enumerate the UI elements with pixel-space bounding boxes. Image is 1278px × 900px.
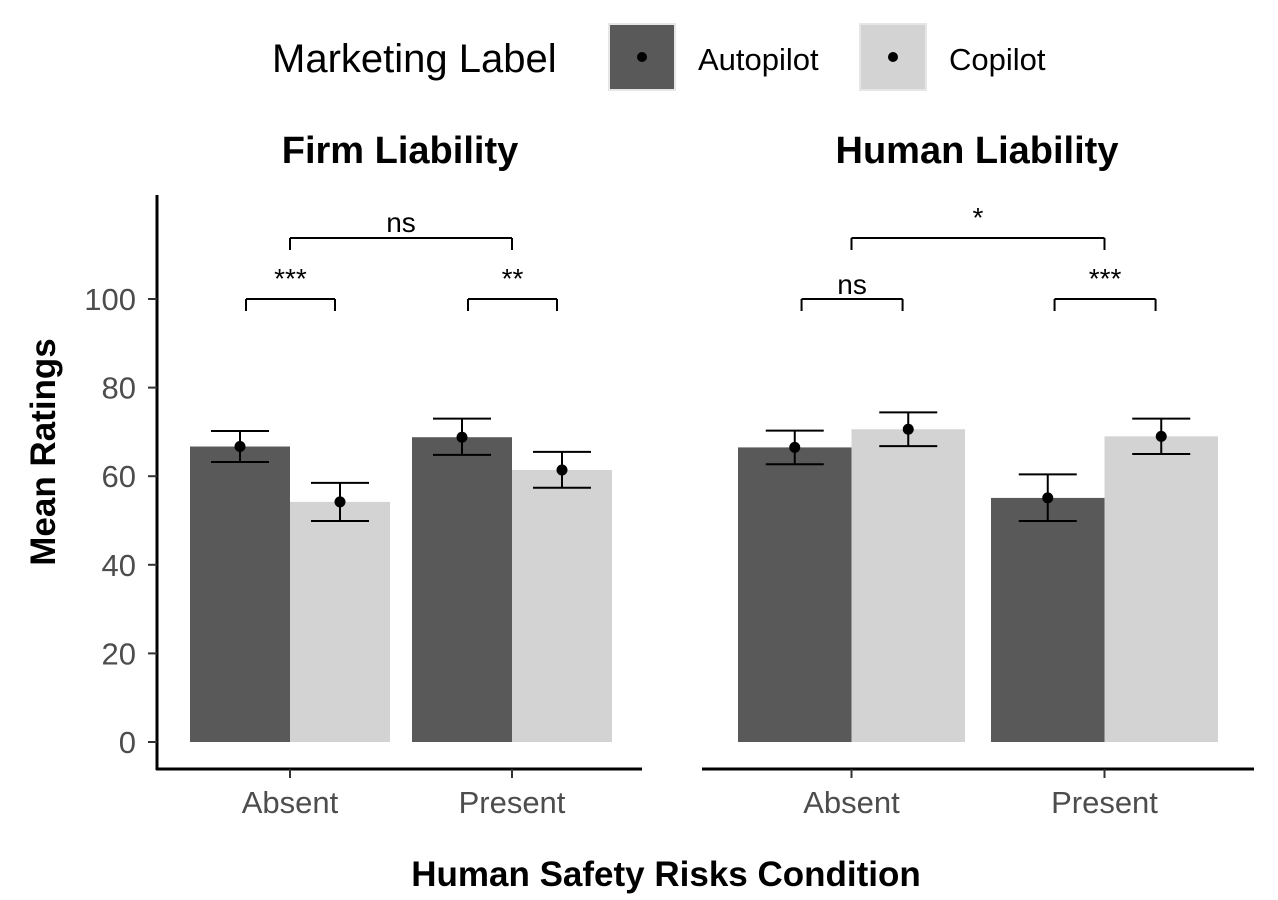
firm-liability-point-present-copilot xyxy=(556,464,568,476)
human-liability-bar-absent-copilot xyxy=(851,429,965,742)
firm-liability-bar-present-autopilot xyxy=(412,437,512,742)
human-liability-significance-2-label: * xyxy=(973,202,984,233)
human-liability-significance-0-label: ns xyxy=(837,269,867,300)
human-liability-bar-absent-autopilot xyxy=(738,447,852,742)
human-liability-point-absent-copilot xyxy=(902,423,914,435)
legend-title: Marketing Label xyxy=(272,37,557,81)
firm-liability-significance-1-label: ** xyxy=(502,263,524,294)
y-tick-label-60: 60 xyxy=(102,459,136,494)
y-tick-label-40: 40 xyxy=(102,548,136,583)
firm-liability-point-absent-copilot xyxy=(334,496,346,508)
y-tick-label-20: 20 xyxy=(102,636,136,671)
human-liability-point-present-autopilot xyxy=(1042,492,1054,504)
firm-liability-significance-0-label: *** xyxy=(274,263,307,294)
firm-liability-point-absent-autopilot xyxy=(234,441,246,453)
y-axis-title: Mean Ratings xyxy=(24,338,63,566)
y-tick-label-0: 0 xyxy=(119,725,136,760)
firm-liability-x-tick-label-present: Present xyxy=(459,785,566,820)
human-liability-x-tick-label-absent: Absent xyxy=(803,785,900,820)
human-liability-title: Human Liability xyxy=(836,130,1119,172)
firm-liability-bar-absent-autopilot xyxy=(190,446,290,742)
y-tick-label-100: 100 xyxy=(84,282,136,317)
legend-label-autopilot: Autopilot xyxy=(698,42,819,77)
legend-key-point-copilot xyxy=(888,52,898,62)
human-liability-point-present-copilot xyxy=(1155,430,1167,442)
human-liability-bar-present-copilot xyxy=(1104,436,1218,742)
firm-liability-significance-2-label: ns xyxy=(386,207,416,238)
y-tick-label-80: 80 xyxy=(102,371,136,406)
firm-liability-title: Firm Liability xyxy=(282,130,518,172)
legend-label-copilot: Copilot xyxy=(949,42,1046,77)
human-liability-x-tick-label-present: Present xyxy=(1051,785,1158,820)
human-liability-bar-present-autopilot xyxy=(991,497,1105,742)
firm-liability-bar-absent-copilot xyxy=(290,501,390,742)
firm-liability-bar-present-copilot xyxy=(512,469,612,742)
x-axis-title: Human Safety Risks Condition xyxy=(411,855,921,894)
legend-key-point-autopilot xyxy=(637,52,647,62)
firm-liability-point-present-autopilot xyxy=(456,431,468,443)
firm-liability-x-tick-label-absent: Absent xyxy=(242,785,339,820)
human-liability-point-absent-autopilot xyxy=(789,441,801,453)
human-liability-significance-1-label: *** xyxy=(1089,263,1122,294)
